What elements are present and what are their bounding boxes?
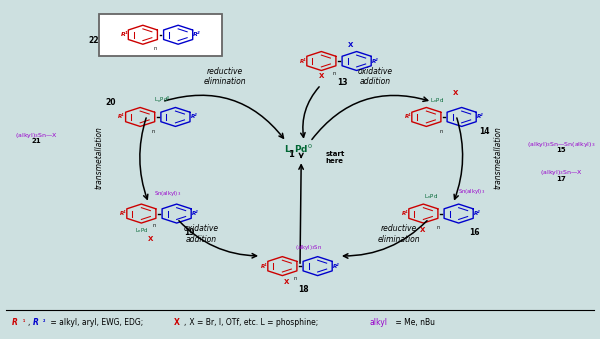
- Text: reductive
elimination: reductive elimination: [377, 224, 421, 244]
- Text: Sn(alkyl)$_3$: Sn(alkyl)$_3$: [458, 187, 485, 196]
- Text: L$_n$Pd$^0$: L$_n$Pd$^0$: [284, 142, 313, 156]
- Text: L$_n$Pd: L$_n$Pd: [136, 226, 149, 235]
- Text: R: R: [32, 318, 38, 326]
- Text: (alkyl)$_3$Sn—X: (alkyl)$_3$Sn—X: [539, 168, 583, 177]
- Text: X: X: [420, 227, 425, 233]
- Text: R²: R²: [193, 32, 200, 37]
- Text: X: X: [453, 90, 458, 96]
- Text: ,: ,: [183, 318, 185, 326]
- Text: ²: ²: [43, 320, 46, 324]
- Text: ,: ,: [28, 318, 30, 326]
- Text: L$_n$Pd$^{II}$: L$_n$Pd$^{II}$: [154, 95, 171, 105]
- Text: R²: R²: [191, 115, 197, 119]
- Text: reductive
elimination: reductive elimination: [203, 66, 247, 86]
- Text: = Me, nBu: = Me, nBu: [393, 318, 435, 326]
- Text: ¹: ¹: [23, 320, 25, 324]
- Text: R¹: R¹: [260, 264, 267, 268]
- Text: X: X: [284, 279, 289, 285]
- Text: start
here: start here: [325, 152, 344, 164]
- Text: R¹: R¹: [121, 32, 128, 37]
- Text: R¹: R¹: [401, 211, 408, 216]
- Text: 21: 21: [31, 138, 41, 144]
- Text: 13: 13: [337, 78, 347, 87]
- Text: R²: R²: [477, 115, 484, 119]
- Text: X: X: [319, 73, 324, 79]
- Text: n: n: [293, 276, 296, 281]
- Text: n: n: [439, 129, 442, 134]
- Text: X: X: [348, 42, 353, 48]
- Text: (alkyl)$_3$Sn—Sn(alkyl)$_3$: (alkyl)$_3$Sn—Sn(alkyl)$_3$: [527, 140, 595, 148]
- Text: 22: 22: [89, 36, 99, 45]
- Text: transmetallation: transmetallation: [493, 126, 503, 189]
- Text: oxidative
addition: oxidative addition: [184, 224, 218, 244]
- Text: X: X: [174, 318, 180, 326]
- Text: alkyl: alkyl: [369, 318, 387, 326]
- Text: R¹: R¹: [299, 59, 306, 63]
- Text: R¹: R¹: [404, 115, 411, 119]
- Text: oxidative
addition: oxidative addition: [358, 66, 392, 86]
- Text: L$_n$Pd: L$_n$Pd: [430, 96, 444, 105]
- Text: 16: 16: [469, 228, 480, 237]
- Text: (alkyl)$_3$Sn: (alkyl)$_3$Sn: [295, 243, 322, 252]
- Text: n: n: [154, 46, 157, 52]
- Text: R²: R²: [372, 59, 379, 63]
- Text: n: n: [152, 223, 155, 228]
- FancyBboxPatch shape: [99, 14, 222, 56]
- Text: 18: 18: [298, 285, 308, 294]
- Text: R: R: [12, 318, 18, 326]
- Text: n: n: [436, 225, 439, 230]
- Text: Sn(alkyl)$_3$: Sn(alkyl)$_3$: [154, 189, 181, 198]
- Text: R¹: R¹: [119, 211, 126, 216]
- Text: X: X: [148, 236, 153, 242]
- Text: n: n: [151, 129, 154, 134]
- Text: R²: R²: [333, 264, 340, 268]
- Text: 20: 20: [106, 98, 116, 107]
- Text: = alkyl, aryl, EWG, EDG;: = alkyl, aryl, EWG, EDG;: [48, 318, 143, 326]
- Text: R¹: R¹: [118, 115, 125, 119]
- Text: 14: 14: [479, 127, 490, 136]
- Text: R²: R²: [474, 211, 481, 216]
- Text: 15: 15: [556, 147, 566, 153]
- Text: 17: 17: [556, 176, 566, 182]
- Text: (alkyl)$_3$Sn—X: (alkyl)$_3$Sn—X: [14, 131, 58, 140]
- Text: 19: 19: [184, 228, 194, 237]
- Text: L$_n$Pd: L$_n$Pd: [424, 192, 438, 201]
- Text: transmetallation: transmetallation: [95, 126, 104, 189]
- Text: R²: R²: [192, 211, 199, 216]
- Text: 1: 1: [288, 150, 294, 159]
- Text: X = Br, I, OTf, etc. L = phosphine;: X = Br, I, OTf, etc. L = phosphine;: [187, 318, 319, 326]
- Text: n: n: [332, 71, 335, 76]
